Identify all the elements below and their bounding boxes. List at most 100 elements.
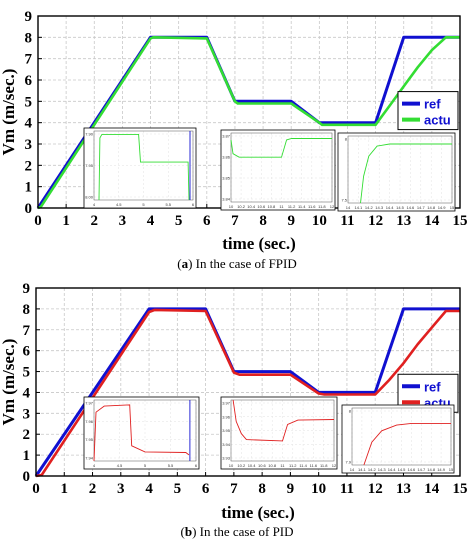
inset-y-tick-label: 7.97 xyxy=(85,401,94,406)
y-tick-label: 9 xyxy=(23,281,31,297)
inset-x-tick-label: 15 xyxy=(450,205,455,210)
inset-y-tick-label: 3.97 xyxy=(222,401,231,406)
inset-x-tick-label: 14.4 xyxy=(386,205,395,210)
inset-x-tick-label: 14.1 xyxy=(355,205,364,210)
x-tick-label: 0 xyxy=(32,481,40,497)
x-tick-label: 1 xyxy=(62,213,70,229)
inset-y-tick-label: 7.96 xyxy=(85,419,94,424)
inset-x-tick-label: 12 xyxy=(330,204,335,209)
y-tick-label: 8 xyxy=(23,302,31,318)
inset-x-tick-label: 11.6 xyxy=(308,204,316,209)
inset-frame xyxy=(220,129,336,211)
series-line-actu xyxy=(35,308,460,478)
x-tick-label: 13 xyxy=(396,213,411,229)
x-tick-label: 5 xyxy=(174,481,182,497)
inset-x-tick-label: 14.9 xyxy=(437,467,446,472)
inset-axes xyxy=(230,132,333,203)
inset-x-tick-label: 10.8 xyxy=(268,204,277,209)
x-tick-label: 7 xyxy=(230,481,238,497)
x-tick-label: 8 xyxy=(258,481,266,497)
inset-x-tick-label: 12 xyxy=(332,463,337,468)
inset-x-tick-label: 11.2 xyxy=(288,204,296,209)
x-tick-label: 9 xyxy=(287,213,295,229)
inset-y-tick-label: 3.85 xyxy=(222,176,231,181)
caption-tag: ( xyxy=(180,524,184,539)
inset-axes xyxy=(93,130,194,201)
inset-x-tick-label: 14.4 xyxy=(388,467,397,472)
x-tick-label: 12 xyxy=(368,213,383,229)
x-tick-label: 7 xyxy=(231,213,239,229)
inset-x-tick-label: 14.7 xyxy=(417,205,426,210)
zoom-inset: 4 4.5 5 5.5 6 7.97 7.96 7.95 7.94 xyxy=(83,396,200,470)
inset-y-tick-label: 3.94 xyxy=(222,442,231,447)
x-tick-label: 9 xyxy=(287,481,295,497)
legend-label-actu: actu xyxy=(424,113,451,128)
x-axis-label: time (sec.) xyxy=(222,234,296,253)
inset-y-tick-label: 3.93 xyxy=(222,456,231,461)
x-tick-label: 6 xyxy=(203,213,211,229)
inset-x-tick-label: 10.8 xyxy=(268,463,277,468)
inset-frame xyxy=(220,396,338,470)
zoom-inset: 10 10.2 10.4 10.6 10.8 11 11.2 11.4 11.6 11.8 12 3.… xyxy=(220,396,338,470)
inset-y-tick-label: 8 xyxy=(345,137,348,142)
inset-x-tick-label: 14.3 xyxy=(378,467,387,472)
y-axis-label: Vm (m/sec.) xyxy=(0,339,18,426)
x-tick-label: 4 xyxy=(145,481,153,497)
y-tick-label: 9 xyxy=(25,9,33,25)
inset-x-tick-label: 14.6 xyxy=(408,467,417,472)
x-tick-label: 2 xyxy=(89,481,97,497)
x-tick-label: 1 xyxy=(61,481,69,497)
inset-y-tick-label: 7.5 xyxy=(341,198,347,203)
x-axis-label: time (sec.) xyxy=(221,503,295,522)
inset-x-tick-label: 5.5 xyxy=(168,463,174,468)
inset-x-tick-label: 10 xyxy=(229,463,234,468)
inset-x-tick-label: 14.2 xyxy=(368,467,377,472)
caption-tag-letter: b xyxy=(185,524,192,539)
zoom-inset: 14 14.1 14.2 14.3 14.4 14.5 14.6 14.7 14.8 14.9 15… xyxy=(341,404,455,474)
inset-x-tick-label: 10 xyxy=(229,204,234,209)
y-tick-label: 5 xyxy=(23,365,31,381)
inset-x-tick-label: 5 xyxy=(144,463,147,468)
inset-x-tick-label: 14 xyxy=(350,467,355,472)
inset-curve xyxy=(360,143,452,204)
inset-x-tick-label: 14.8 xyxy=(427,467,436,472)
x-tick-label: 14 xyxy=(424,481,440,497)
x-tick-label: 10 xyxy=(311,481,326,497)
inset-y-tick-label: 7.95 xyxy=(85,163,94,168)
inset-y-tick-label: 7.94 xyxy=(85,456,94,461)
x-tick-label: 13 xyxy=(396,481,411,497)
x-tick-label: 0 xyxy=(34,213,42,229)
inset-x-tick-label: 11 xyxy=(280,463,285,468)
y-tick-label: 3 xyxy=(23,406,31,422)
legend-label-ref: ref xyxy=(424,97,441,112)
y-tick-label: 7 xyxy=(25,52,33,68)
inset-x-tick-label: 14.6 xyxy=(407,205,416,210)
y-tick-label: 4 xyxy=(25,116,33,132)
inset-x-tick-label: 14.8 xyxy=(427,205,436,210)
caption-tag-close: ) xyxy=(188,256,192,271)
caption-tag-letter: a xyxy=(182,256,189,271)
inset-frame xyxy=(341,404,455,474)
inset-x-tick-label: 6 xyxy=(192,202,195,207)
y-tick-label: 0 xyxy=(25,201,33,217)
legend-label-ref: ref xyxy=(424,379,441,394)
inset-y-tick-label: 3.86 xyxy=(222,155,231,160)
x-tick-label: 5 xyxy=(175,213,183,229)
inset-x-tick-label: 10.6 xyxy=(257,204,266,209)
inset-x-tick-label: 10.4 xyxy=(248,463,257,468)
inset-x-tick-label: 6 xyxy=(195,463,198,468)
inset-axes xyxy=(351,407,452,466)
x-tick-label: 10 xyxy=(312,213,327,229)
x-tick-label: 11 xyxy=(340,481,354,497)
caption-text: In the case of PID xyxy=(196,524,293,539)
y-tick-label: 2 xyxy=(25,158,33,174)
inset-axes xyxy=(230,399,335,462)
legend-box xyxy=(397,91,459,131)
y-tick-label: 6 xyxy=(23,344,31,360)
y-tick-label: 6 xyxy=(25,73,33,89)
inset-curve xyxy=(232,399,335,442)
zoom-inset: 10 10.2 10.4 10.6 10.8 11 11.2 11.4 11.6 11.8 12 3.… xyxy=(220,129,336,211)
inset-x-tick-label: 14.1 xyxy=(358,467,367,472)
